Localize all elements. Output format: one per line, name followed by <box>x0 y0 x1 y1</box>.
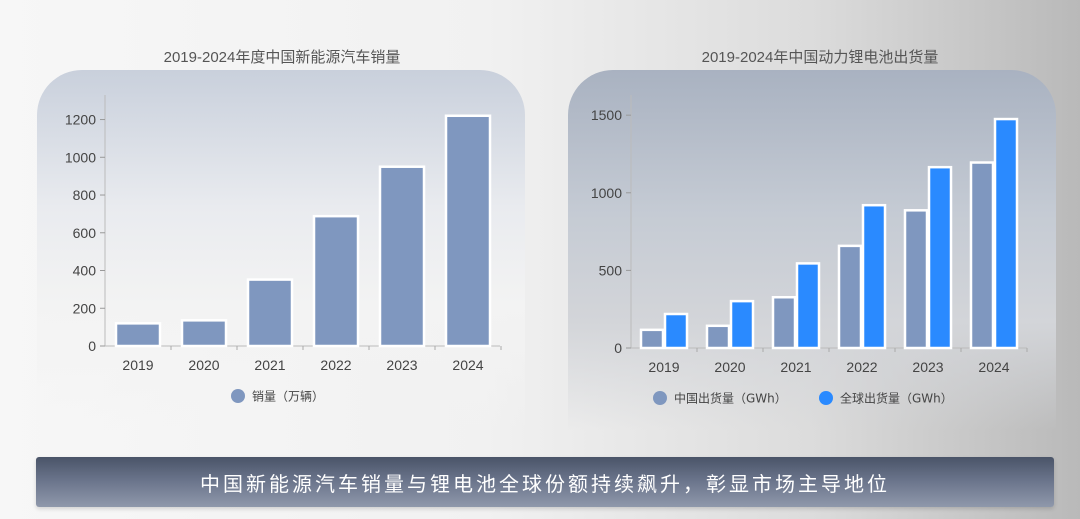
bar-batt-s0-2023 <box>903 209 929 350</box>
bar-ev-s0-2022 <box>312 214 360 348</box>
bar-batt-s0-2024 <box>969 161 995 350</box>
x-tick-label-ev: 2023 <box>386 357 417 373</box>
x-tick-label-ev: 2020 <box>188 357 219 373</box>
bar-batt-s0-2021 <box>771 295 797 350</box>
legend-marker-batt-s1 <box>819 391 833 405</box>
bar-batt-s1-2020 <box>729 299 755 350</box>
y-tick-label-batt: 1000 <box>591 185 622 201</box>
bar-batt-s1-2019 <box>663 312 689 350</box>
y-tick-label-batt: 0 <box>614 340 622 356</box>
bar-batt-s0-2020 <box>705 324 731 350</box>
bar-batt-s1-2022 <box>861 203 887 350</box>
y-tick-label-ev: 800 <box>73 187 97 203</box>
legend-marker-batt-s0 <box>653 391 667 405</box>
x-tick-label-ev: 2019 <box>122 357 153 373</box>
legend-label-batt-s0: 中国出货量（GWh） <box>674 391 787 406</box>
bar-batt-s1-2024 <box>993 117 1019 350</box>
y-tick-label-ev: 400 <box>73 263 97 279</box>
bar-ev-s0-2024 <box>444 114 492 348</box>
legend-label-batt-s1: 全球出货量（GWh） <box>840 391 953 406</box>
x-tick-label-batt: 2019 <box>648 359 679 375</box>
y-tick-label-ev: 0 <box>88 338 96 354</box>
x-tick-label-ev: 2021 <box>254 357 285 373</box>
y-tick-label-batt: 500 <box>599 262 623 278</box>
x-tick-label-ev: 2022 <box>320 357 351 373</box>
summary-banner-text: 中国新能源汽车销量与锂电池全球份额持续飙升，彰显市场主导地位 <box>200 473 890 496</box>
x-tick-label-batt: 2024 <box>978 359 1009 375</box>
bar-ev-s0-2023 <box>378 165 426 348</box>
legend-marker-ev-s0 <box>231 389 245 403</box>
bar-ev-s0-2020 <box>180 319 228 348</box>
bar-ev-s0-2021 <box>246 278 294 348</box>
y-tick-label-ev: 1000 <box>65 149 96 165</box>
bar-batt-s1-2021 <box>795 262 821 350</box>
chart-title-battery-shipments: 2019-2024年中国动力锂电池出货量 <box>701 49 939 66</box>
x-tick-label-batt: 2022 <box>846 359 877 375</box>
y-tick-label-ev: 200 <box>73 300 97 316</box>
chart-title-ev-sales: 2019-2024年度中国新能源汽车销量 <box>163 49 401 66</box>
x-tick-label-batt: 2020 <box>714 359 745 375</box>
bar-batt-s0-2022 <box>837 244 863 350</box>
summary-banner: 中国新能源汽车销量与锂电池全球份额持续飙升，彰显市场主导地位 <box>36 457 1054 507</box>
bar-ev-s0-2019 <box>114 322 162 348</box>
left-chart-panel <box>37 70 525 430</box>
y-tick-label-ev: 1200 <box>65 112 96 128</box>
bar-batt-s1-2023 <box>927 165 953 350</box>
legend-label-ev-s0: 销量（万辆） <box>252 390 324 404</box>
bar-batt-s0-2019 <box>639 328 665 350</box>
y-tick-label-ev: 600 <box>73 225 97 241</box>
y-tick-label-batt: 1500 <box>591 107 622 123</box>
x-tick-label-ev: 2024 <box>452 357 483 373</box>
x-tick-label-batt: 2021 <box>780 359 811 375</box>
x-tick-label-batt: 2023 <box>912 359 943 375</box>
